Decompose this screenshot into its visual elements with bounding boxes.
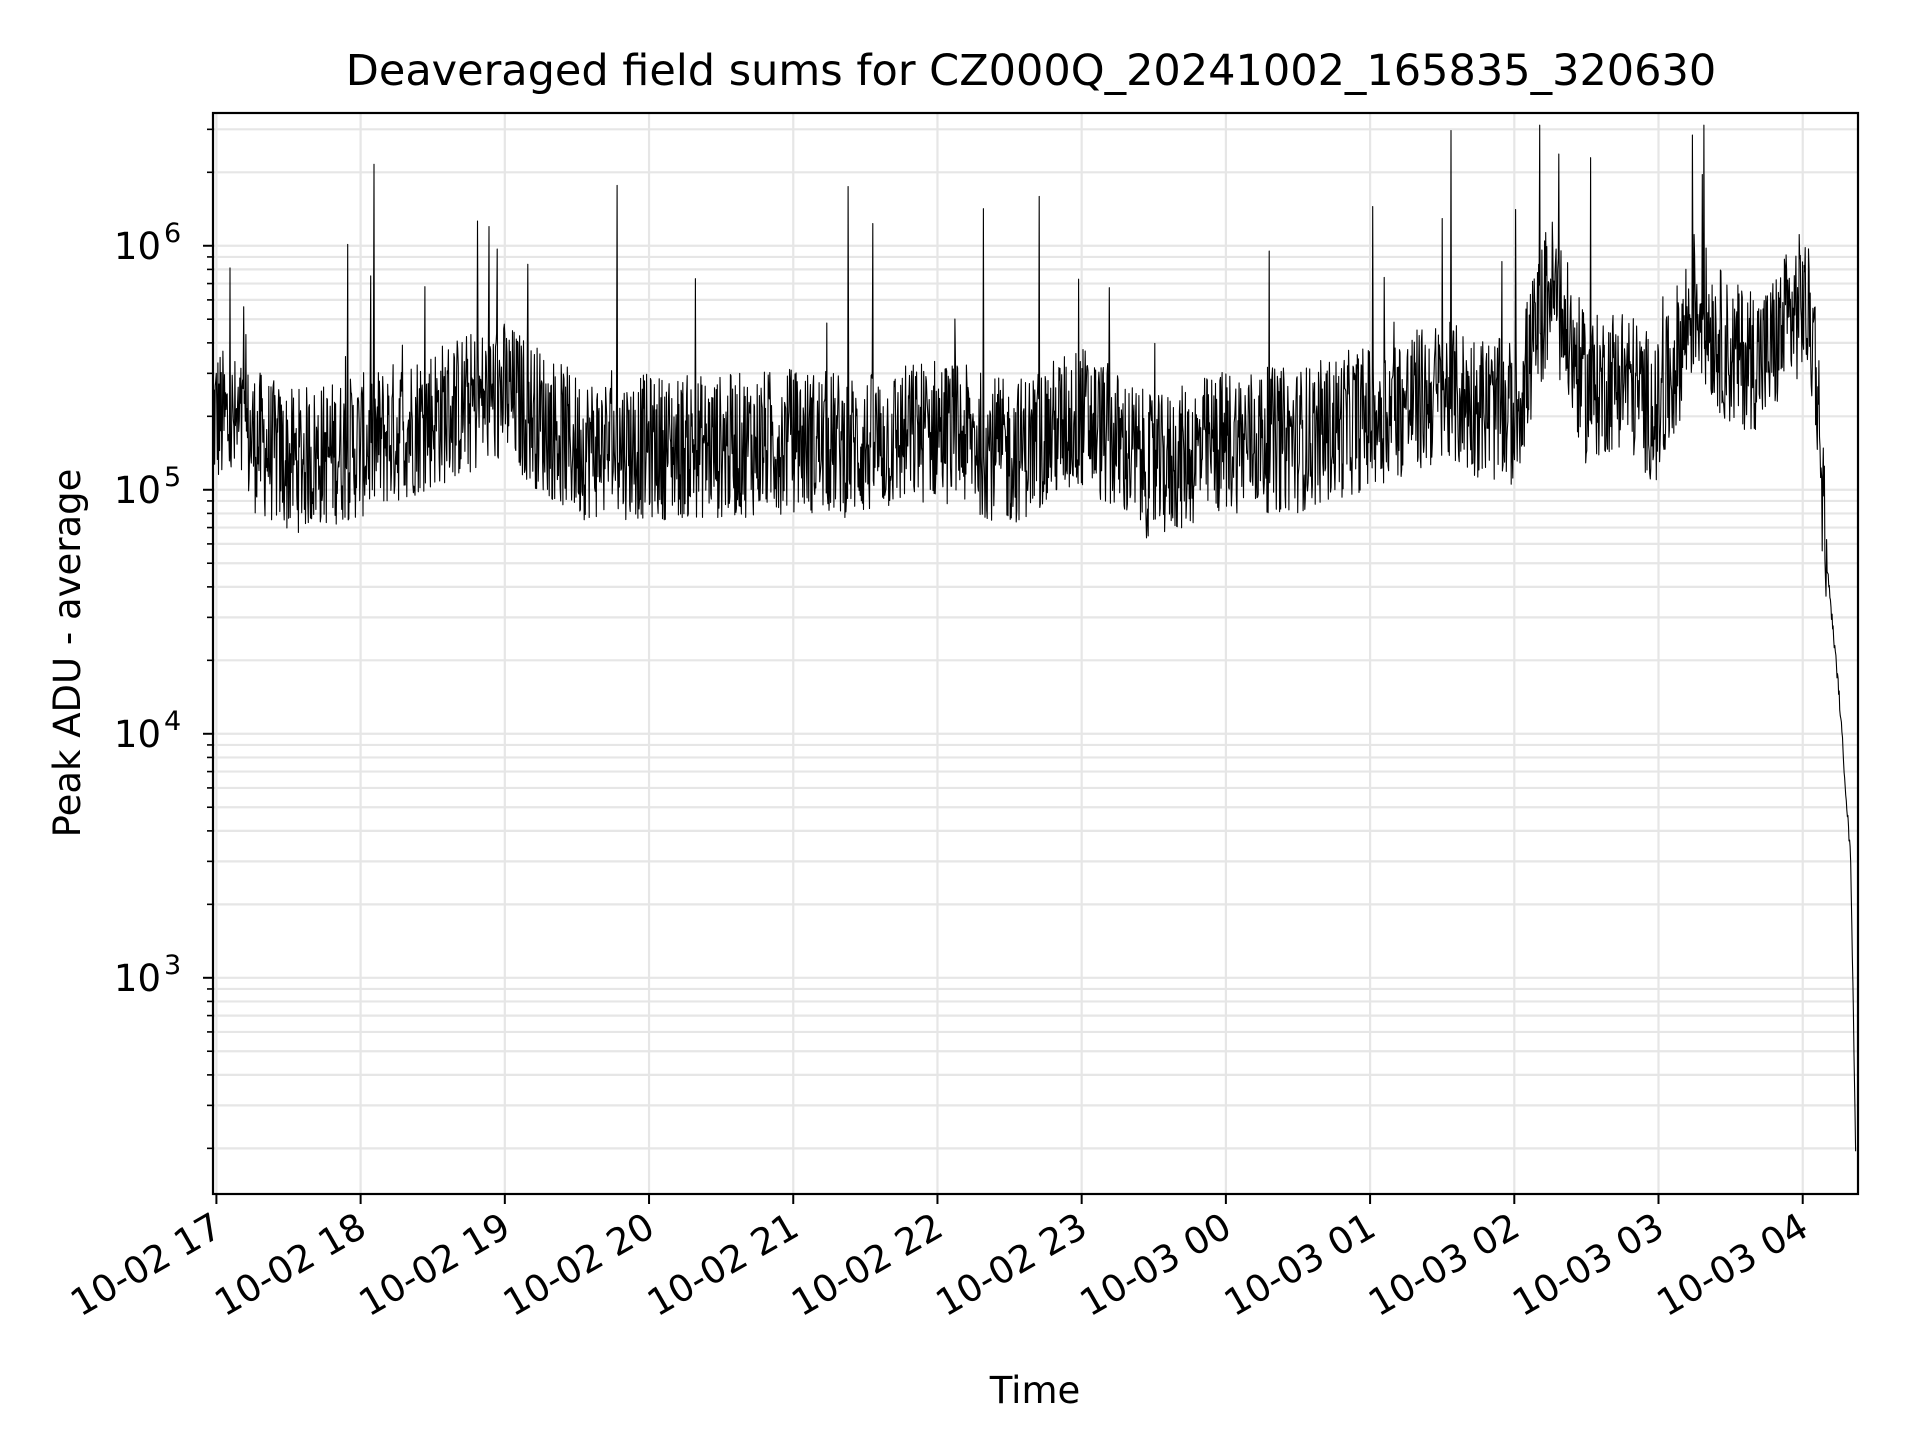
x-axis-label: Time xyxy=(989,1369,1081,1412)
chart-title: Deaveraged field sums for CZ000Q_2024100… xyxy=(346,46,1716,96)
y-tick-exponent: 6 xyxy=(164,218,181,249)
y-tick-label: 10 xyxy=(114,713,161,756)
x-tick-label: 10-03 04 xyxy=(1650,1205,1816,1325)
x-tick-label: 10-02 22 xyxy=(784,1205,950,1325)
y-tick-label: 10 xyxy=(114,469,161,512)
x-tick-label: 10-03 00 xyxy=(1073,1205,1239,1325)
x-tick-label: 10-02 18 xyxy=(208,1205,374,1325)
plot-frame xyxy=(211,111,1860,1196)
major-grid xyxy=(213,113,1858,1194)
plot-series xyxy=(212,124,1857,1152)
minor-grid xyxy=(213,128,1858,1150)
x-tick-label: 10-02 23 xyxy=(929,1205,1095,1325)
y-tick-label: 10 xyxy=(114,957,161,1000)
y-tick-exponent: 3 xyxy=(164,950,181,981)
x-tick-label: 10-02 21 xyxy=(640,1205,806,1325)
x-tick-label: 10-02 20 xyxy=(496,1205,662,1325)
y-tick-label: 10 xyxy=(114,225,161,268)
y-tick-exponent: 5 xyxy=(164,462,181,493)
x-tick-label: 10-02 17 xyxy=(63,1205,229,1325)
y-tick-exponent: 4 xyxy=(164,706,181,737)
x-tick-label: 10-02 19 xyxy=(352,1205,518,1325)
x-tick-label: 10-03 02 xyxy=(1361,1205,1527,1325)
x-tick-label: 10-03 03 xyxy=(1505,1205,1671,1325)
series-line xyxy=(212,124,1857,1152)
x-tick-label: 10-03 01 xyxy=(1217,1205,1383,1325)
y-axis-label: Peak ADU - average xyxy=(46,469,89,838)
